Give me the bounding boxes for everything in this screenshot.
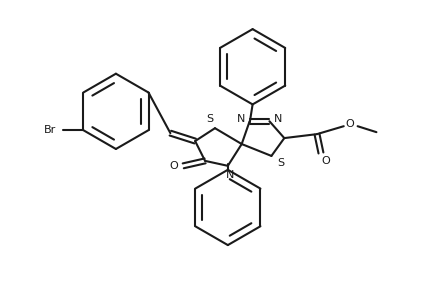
Text: O: O bbox=[322, 156, 330, 166]
Text: N: N bbox=[226, 170, 234, 180]
Text: N: N bbox=[236, 114, 245, 124]
Text: Br: Br bbox=[43, 125, 56, 135]
Text: S: S bbox=[277, 158, 284, 168]
Text: O: O bbox=[345, 119, 354, 129]
Text: O: O bbox=[169, 161, 178, 171]
Text: N: N bbox=[274, 114, 283, 124]
Text: S: S bbox=[206, 114, 214, 124]
